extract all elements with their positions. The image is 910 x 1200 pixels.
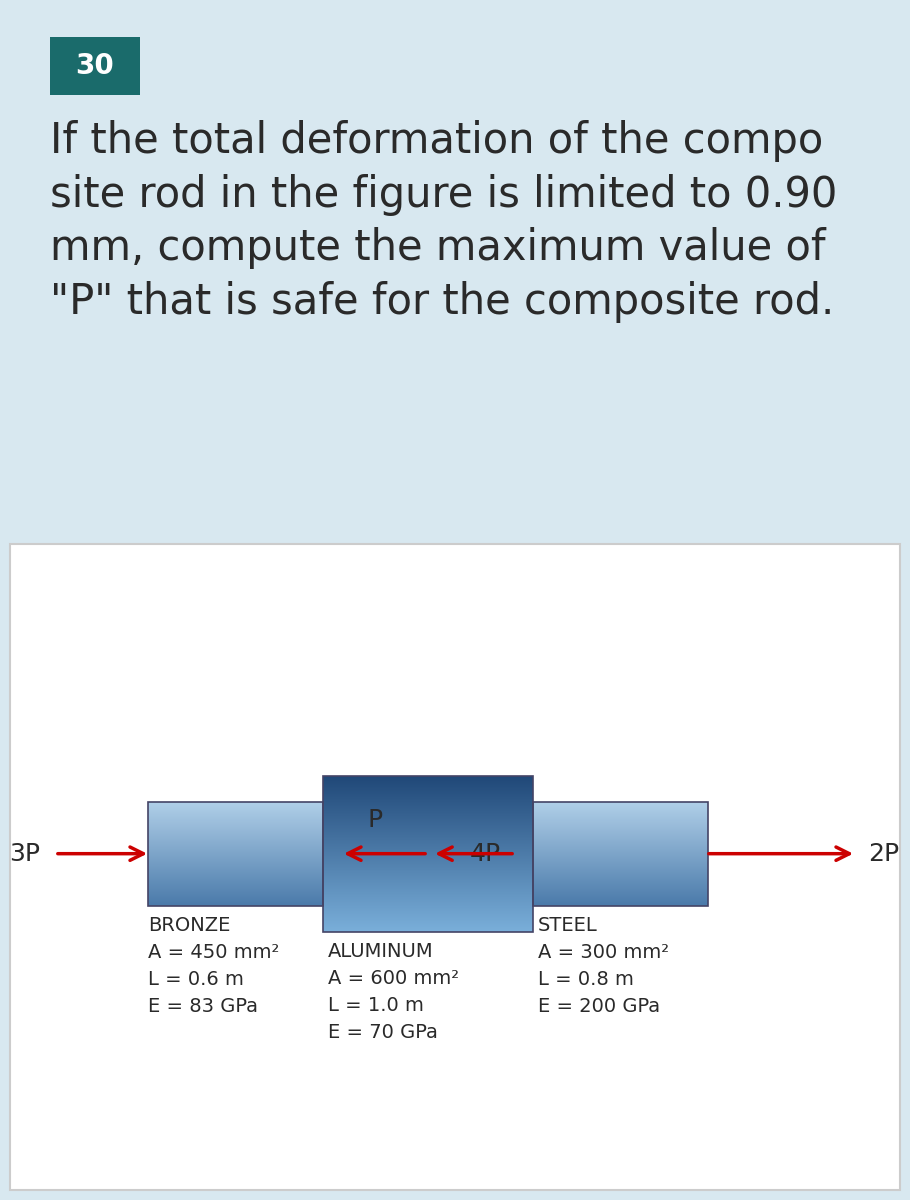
Bar bbox=[323, 775, 533, 931]
Text: BRONZE
A = 450 mm²
L = 0.6 m
E = 83 GPa: BRONZE A = 450 mm² L = 0.6 m E = 83 GPa bbox=[148, 916, 279, 1016]
Text: STEEL
A = 300 mm²
L = 0.8 m
E = 200 GPa: STEEL A = 300 mm² L = 0.8 m E = 200 GPa bbox=[538, 916, 669, 1016]
Text: 2P: 2P bbox=[868, 841, 899, 865]
Text: 30: 30 bbox=[76, 52, 115, 80]
Bar bbox=[50, 37, 140, 95]
Text: 4P: 4P bbox=[470, 841, 501, 865]
Text: 3P: 3P bbox=[9, 841, 40, 865]
Text: ALUMINUM
A = 600 mm²
L = 1.0 m
E = 70 GPa: ALUMINUM A = 600 mm² L = 1.0 m E = 70 GP… bbox=[328, 942, 460, 1043]
Text: If the total deformation of the compo
site rod in the figure is limited to 0.90
: If the total deformation of the compo si… bbox=[50, 120, 837, 323]
Bar bbox=[148, 802, 323, 906]
Text: P: P bbox=[368, 808, 383, 832]
Bar bbox=[533, 802, 708, 906]
